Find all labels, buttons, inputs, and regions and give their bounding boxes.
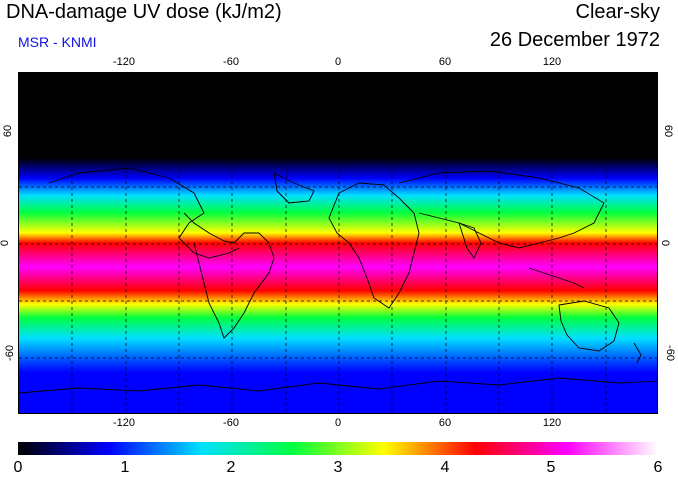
map-title: DNA-damage UV dose (kJ/m2) [6,1,282,23]
lon-tick-top: -60 [223,56,239,68]
colorbar-label: 1 [120,459,130,476]
lat-tick-right: -60 [663,345,676,361]
lon-tick-bottom: 120 [542,417,562,429]
lat-tick-right: 60 [662,124,675,138]
colorbar-label: 5 [546,459,556,476]
map-field [18,72,658,414]
lat-tick-left: 0 [0,239,12,247]
lon-tick-top: -120 [112,56,136,68]
colorbar-label: 2 [226,459,236,476]
lon-tick-bottom: 0 [334,417,342,429]
colorbar-label: 6 [653,459,663,476]
lat-tick-left: -60 [3,345,16,361]
lon-tick-top: 60 [438,56,452,68]
sky-condition-label: Clear-sky [575,1,660,23]
colorbar-label: 4 [440,459,450,476]
uv-dose-map [18,72,658,414]
colorbar-label: 0 [13,459,23,476]
lat-lon-grid [19,73,657,413]
lon-tick-top: 0 [334,56,342,68]
lon-tick-top: 120 [542,56,562,68]
coastlines [19,167,657,394]
source-label: MSR - KNMI [18,34,97,50]
lon-tick-bottom: -60 [223,417,239,429]
colorbar [18,442,658,455]
colorbar-label: 3 [333,459,343,476]
lat-tick-left: 60 [2,124,15,138]
map-overlay [19,73,657,413]
lon-tick-bottom: 60 [438,417,452,429]
lon-tick-bottom: -120 [112,417,136,429]
lat-tick-right: 0 [659,239,672,247]
date-label: 26 December 1972 [489,29,660,51]
